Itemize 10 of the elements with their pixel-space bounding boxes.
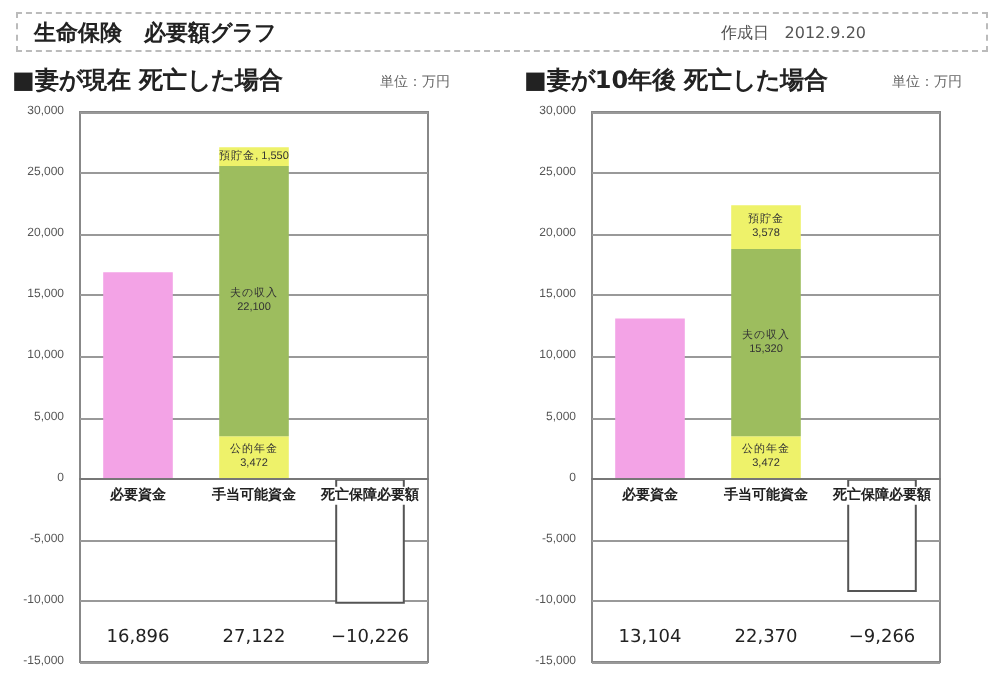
annotation: 22,370 xyxy=(734,628,799,648)
annotation: −10,226 xyxy=(330,628,410,648)
annotation: 13,104 xyxy=(618,628,683,648)
annotation: 27,122 xyxy=(222,628,286,648)
annotation: 16,896 xyxy=(106,628,171,648)
annotation: −9,266 xyxy=(848,628,916,648)
text: 生命保険 必要額グラフ xyxy=(34,18,276,48)
text: 作成日 2012.9.20 xyxy=(720,22,866,44)
chart-title: ■妻が現在 死亡した場合 xyxy=(12,64,284,98)
chart-title: ■妻が10年後 死亡した場合 xyxy=(524,64,829,98)
